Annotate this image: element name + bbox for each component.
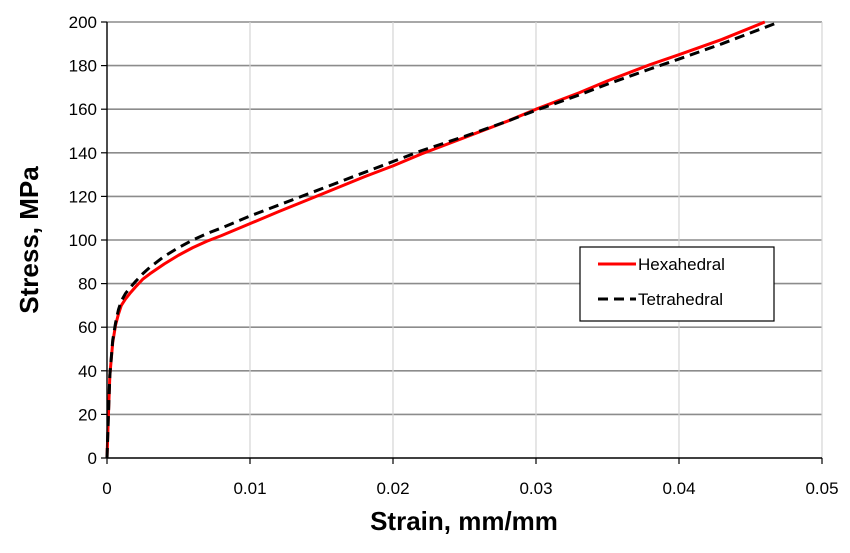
y-tick-label: 100: [69, 231, 97, 250]
y-tick-label: 120: [69, 187, 97, 206]
y-tick-label: 200: [69, 13, 97, 32]
tick-labels: 0 20 40 60 80 100 120 140 160 180 200 0 0.01 0.02 0.03…: [69, 13, 839, 498]
series-lines: [105, 20, 780, 459]
legend-box: [579, 246, 775, 322]
y-tick-label: 60: [78, 318, 97, 337]
y-tick-label: 20: [78, 405, 97, 424]
y-tick-label: 40: [78, 362, 97, 381]
grid: [107, 21, 823, 458]
y-tick-label: 80: [78, 275, 97, 294]
x-tick-label: 0.01: [233, 479, 266, 498]
x-axis-title: Strain, mm/mm: [370, 506, 558, 536]
y-tick-label: 180: [69, 57, 97, 76]
x-tick-label: 0.05: [805, 479, 838, 498]
y-axis-title: Stress, MPa: [14, 166, 44, 314]
axes: [101, 21, 823, 464]
x-tick-label: 0.02: [376, 479, 409, 498]
y-tick-label: 160: [69, 100, 97, 119]
x-tick-label: 0.03: [519, 479, 552, 498]
series-line-tetrahedral: [105, 20, 780, 459]
legend-label-tetrahedral: Tetrahedral: [638, 290, 723, 309]
y-tick-label: 0: [88, 449, 97, 468]
x-tick-label: 0.04: [662, 479, 695, 498]
legend-label-hexahedral: Hexahedral: [638, 255, 725, 274]
y-tick-label: 140: [69, 144, 97, 163]
legend: Hexahedral Tetrahedral: [579, 246, 775, 322]
x-tick-label: 0: [102, 479, 111, 498]
